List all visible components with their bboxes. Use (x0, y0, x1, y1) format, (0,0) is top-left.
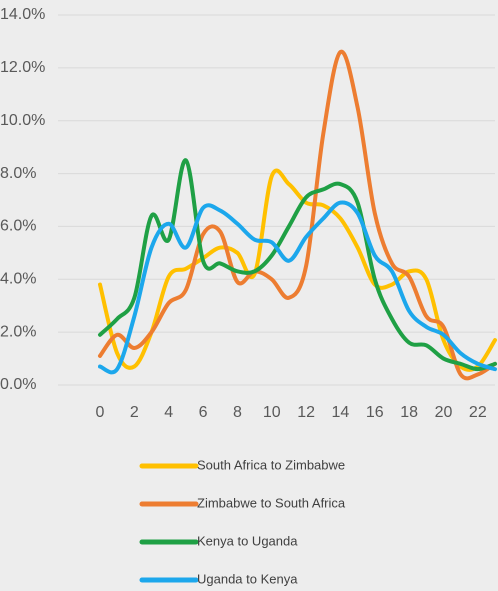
x-tick-label: 16 (366, 404, 384, 421)
x-tick-label: 18 (400, 404, 418, 421)
x-tick-label: 8 (233, 404, 242, 421)
legend-label: Uganda to Kenya (197, 571, 298, 586)
y-tick-label: 0.0% (0, 376, 36, 393)
y-tick-label: 10.0% (0, 112, 45, 129)
y-tick-label: 8.0% (0, 165, 36, 182)
series-line (98, 158, 497, 372)
x-tick-label: 4 (164, 404, 173, 421)
series-line (98, 49, 497, 381)
y-tick-label: 2.0% (0, 323, 36, 340)
x-tick-label: 20 (435, 404, 453, 421)
y-tick-label: 4.0% (0, 271, 36, 288)
y-tick-label: 14.0% (0, 6, 45, 23)
x-tick-label: 2 (130, 404, 139, 421)
x-tick-label: 22 (469, 404, 487, 421)
x-tick-label: 12 (297, 404, 315, 421)
y-tick-label: 12.0% (0, 59, 45, 76)
legend-label: Zimbabwe to South Africa (197, 495, 346, 510)
x-tick-label: 6 (199, 404, 208, 421)
series-line (98, 168, 497, 372)
x-tick-label: 10 (263, 404, 281, 421)
legend-label: South Africa to Zimbabwe (197, 457, 345, 472)
series-line (98, 200, 497, 375)
y-tick-label: 6.0% (0, 218, 36, 235)
legend-label: Kenya to Uganda (197, 533, 298, 548)
x-tick-label: 14 (332, 404, 350, 421)
x-tick-label: 0 (96, 404, 105, 421)
